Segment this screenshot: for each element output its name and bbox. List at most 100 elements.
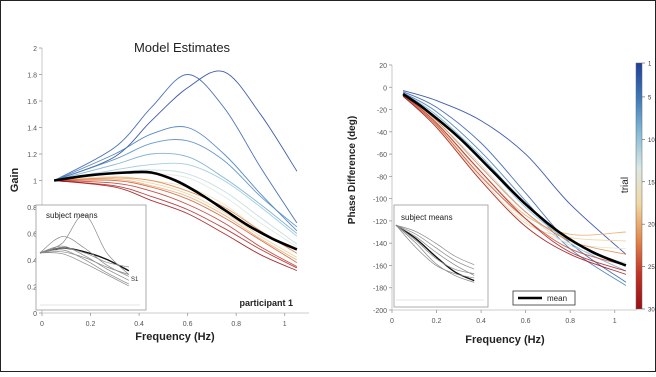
phase-series [402,90,627,286]
gain-trial-line [53,74,298,224]
phase-x-axis-label: Frequency (Hz) [465,334,545,346]
gain-inset-frame [35,204,147,311]
gain-inset-subject-line [39,249,130,285]
phase-y-tick-label: -180 [373,286,387,293]
phase-inset-subject-line [395,224,475,283]
legend-mean-label: mean [547,294,567,303]
phase-inset-subject-line [395,224,475,266]
gain-trial-line [54,180,298,267]
phase-x-tick-label: 1 [613,318,617,325]
gain-y-tick-label: 0.4 [27,258,37,265]
colorbar-tick-label: 1 [648,62,652,68]
gain-trial-line [54,177,298,254]
colorbar-tick-label: 20 [648,223,655,229]
phase-inset-subject-line [395,224,475,279]
phase-axes: 200-20-40-60-80-100-120-140-160-180-2000… [373,63,637,325]
gain-series [53,70,298,272]
phase-y-tick-label: 20 [379,63,387,70]
gain-inset-subject-line [39,251,130,275]
phase-x-tick-label: 0 [390,318,394,325]
phase-y-tick-label: -160 [373,263,387,270]
gain-y-tick-label: 1.2 [27,152,37,159]
gain-x-tick-label: 1 [283,321,287,328]
phase-x-tick-label: 0.6 [521,318,531,325]
gain-x-tick-label: 0.2 [86,321,96,328]
gain-trial-line [53,152,298,234]
phase-y-tick-label: -120 [373,219,387,226]
gain-y-tick-label: 0 [33,311,37,318]
phase-trial-line [402,94,627,272]
phase-chart: 200-20-40-60-80-100-120-140-160-180-2000… [347,63,637,346]
gain-y-tick-label: 0.6 [27,232,37,239]
phase-trial-line [402,95,626,242]
gain-trial-line [53,139,298,228]
phase-trial-line [402,95,627,266]
gain-x-tick-label: 0 [40,321,44,328]
gain-y-tick-label: 2 [33,46,37,53]
phase-inset: subject means [393,204,489,308]
gain-y-axis-label: Gain [9,167,21,192]
participant-annotation: participant 1 [239,298,293,308]
colorbar-tick-label: 5 [648,95,652,101]
gain-trial-line [54,180,298,269]
phase-y-tick-label: -100 [373,197,387,204]
gain-axes: 0 0.2 0.4 0.6 0.8 1 1.2 1.4 1.6 1.8 2 0 0.2 0.4 0.6 0.8… [27,46,309,328]
gain-x-tick-label: 0.8 [231,321,241,328]
gain-x-axis-label: Frequency (Hz) [135,331,215,343]
phase-mean-line [402,92,627,267]
colorbar-tick-label: 25 [648,265,655,271]
gain-inset: subject means S1 [35,204,147,311]
phase-inset-subject-line [395,224,475,270]
phase-y-tick-label: -40 [377,130,387,137]
colorbar-tick-label: 30 [648,308,655,314]
phase-y-tick-label: -20 [377,108,387,115]
gain-inset-subject-line [39,236,130,277]
gain-inset-subject-line [39,252,130,287]
gain-trial-line [54,180,298,272]
colorbar-tick-label: 10 [648,138,655,144]
phase-inset-title: subject means [401,213,453,222]
gain-inset-series [39,214,140,306]
gain-y-tick-label: 1.4 [27,126,37,133]
phase-inset-subject-line [395,224,475,274]
phase-trial-line [402,95,626,236]
gain-trial-line [54,178,298,261]
gain-x-tick-label: 0.6 [183,321,193,328]
gain-chart-title: Model Estimates [134,40,231,55]
colorbar-label: trial [620,177,631,193]
gain-y-tick-label: 0.2 [27,285,37,292]
gain-trial-line [54,179,298,263]
gain-inset-subject-line [39,245,130,281]
phase-trial-line [402,92,627,286]
phase-x-tick-label: 0.4 [476,318,486,325]
phase-y-tick-label: -60 [377,152,387,159]
phase-inset-series [395,224,484,301]
phase-y-tick-label: -140 [373,241,387,248]
phase-trial-line [402,90,627,255]
phase-y-tick-label: 0 [383,85,387,92]
gain-y-tick-label: 1 [33,179,37,186]
phase-trial-line [402,91,627,283]
colorbar-gradient [635,62,643,310]
gain-inset-subject-line [39,247,129,268]
colorbar-tick-label: 15 [648,180,655,186]
gain-y-tick-label: 1.6 [27,99,37,106]
gain-chart: Model Estimates 0 0.2 0.4 0.6 0.8 1 1.2 1.4 1.6 1… [9,40,309,343]
phase-trial-line [402,95,627,275]
legend-frame [512,290,576,306]
gain-inset-subject-line [39,214,130,275]
phase-x-tick-label: 0.8 [565,318,575,325]
phase-inset-subject-line [395,224,475,276]
phase-x-tick-label: 0.2 [432,318,442,325]
phase-y-tick-label: -200 [373,308,387,315]
inset-series-label: S1 [131,277,139,283]
phase-legend: mean [512,290,576,306]
gain-y-tick-label: 1.8 [27,73,37,80]
gain-x-tick-label: 0.4 [134,321,144,328]
phase-y-axis-label: Phase Difference (deg) [347,116,358,224]
phase-y-tick-label: -80 [377,174,387,181]
